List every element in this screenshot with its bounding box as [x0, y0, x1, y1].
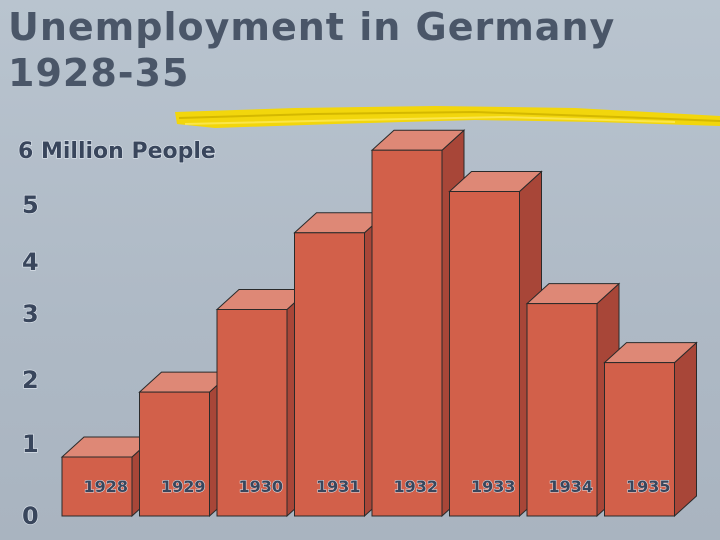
bar-front — [526, 303, 598, 517]
y-tick-label: 3 — [22, 300, 39, 328]
bar-front — [216, 309, 288, 517]
x-tick-label: 1931 — [316, 477, 361, 496]
x-axis-ticks: 1928 1929 1930 1931 1932 1933 1934 1935 — [83, 477, 671, 497]
bar-front — [61, 456, 133, 517]
x-tick-label: 1932 — [393, 477, 438, 496]
bar-front — [294, 232, 365, 517]
x-tick-label: 1934 — [548, 477, 593, 496]
y-tick-label: 1 — [22, 430, 39, 458]
bar-front — [449, 191, 520, 517]
title-line-1: Unemployment in Germany — [8, 5, 616, 49]
x-tick-label: 1929 — [161, 477, 206, 496]
y-axis-label: 6 Million People — [18, 139, 216, 164]
bar-front — [371, 149, 443, 517]
highlighter-stroke — [175, 106, 720, 128]
bar-1929 — [138, 370, 233, 518]
bars — [60, 129, 698, 518]
bar-front — [139, 391, 210, 517]
y-tick-label: 0 — [22, 502, 39, 530]
y-tick-label: 4 — [22, 248, 39, 276]
y-tick-label: 5 — [22, 191, 39, 219]
x-tick-label: 1930 — [238, 477, 283, 496]
bar-front — [604, 362, 675, 517]
bar-1935 — [603, 341, 698, 518]
x-tick-label: 1935 — [626, 477, 671, 496]
x-tick-label: 1928 — [83, 477, 128, 496]
title-line-2: 1928-35 — [8, 51, 190, 95]
bar-side — [674, 341, 697, 518]
x-tick-label: 1933 — [471, 477, 516, 496]
y-axis-ticks: 0 1 2 3 4 5 — [21, 190, 39, 530]
chart-title: Unemployment in Germany 1928-35 — [8, 4, 615, 96]
y-tick-label: 2 — [22, 366, 39, 394]
